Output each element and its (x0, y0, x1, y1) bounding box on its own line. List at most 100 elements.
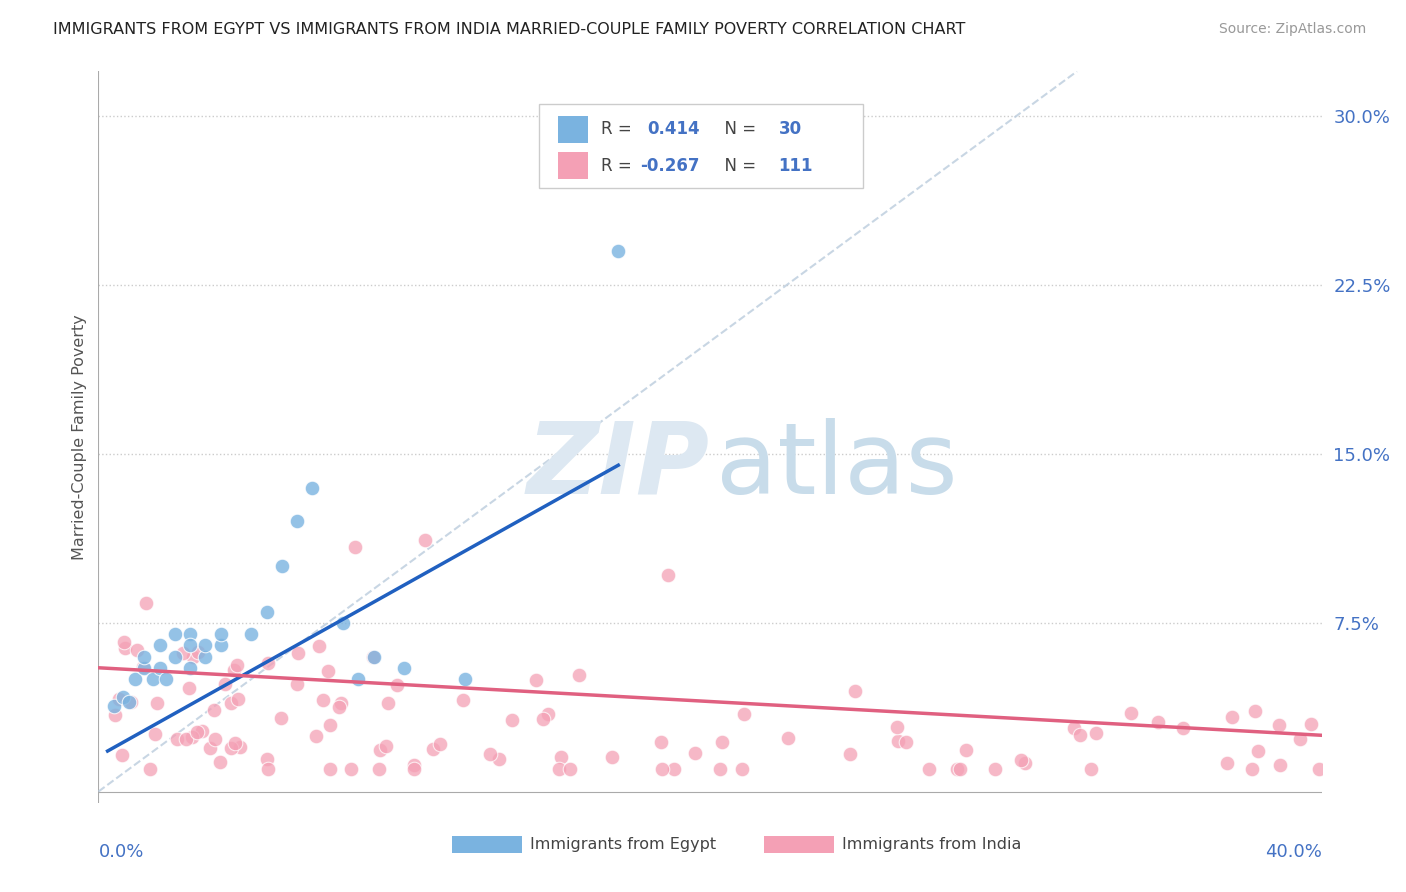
Point (209, 638, 232, 652)
Point (650, 735, 672, 749)
Point (179, 661, 201, 675)
Point (1173, 721, 1195, 735)
Point (413, 533, 436, 547)
Point (285, 677, 308, 691)
Point (194, 649, 217, 664)
Point (451, 693, 474, 707)
Point (125, 643, 148, 657)
Point (1288, 732, 1310, 747)
Point (1014, 756, 1036, 770)
Point (177, 681, 200, 695)
Text: 40.0%: 40.0% (1265, 843, 1322, 861)
Point (143, 727, 166, 741)
Point (984, 762, 1007, 776)
Point (896, 735, 918, 749)
Point (387, 678, 409, 692)
Point (946, 762, 969, 776)
Point (531, 712, 554, 726)
Text: IMMIGRANTS FROM EGYPT VS IMMIGRANTS FROM INDIA MARRIED-COUPLE FAMILY POVERTY COR: IMMIGRANTS FROM EGYPT VS IMMIGRANTS FROM… (53, 22, 966, 37)
Point (404, 757, 426, 772)
Point (1268, 718, 1291, 732)
Point (146, 696, 169, 710)
Point (429, 737, 451, 751)
Point (361, 650, 384, 665)
Point (104, 708, 127, 723)
FancyBboxPatch shape (558, 116, 588, 143)
Point (607, 244, 630, 259)
FancyBboxPatch shape (538, 104, 863, 188)
Point (163, 627, 186, 641)
Point (149, 661, 172, 675)
Point (368, 743, 391, 757)
Point (132, 660, 155, 674)
Text: R =: R = (602, 120, 637, 138)
Point (1080, 762, 1102, 776)
Point (1268, 757, 1291, 772)
Point (287, 646, 309, 660)
Point (155, 672, 177, 686)
FancyBboxPatch shape (451, 836, 522, 854)
Point (1010, 753, 1032, 767)
Point (318, 718, 340, 732)
Point (1244, 704, 1267, 718)
Text: Immigrants from India: Immigrants from India (842, 837, 1022, 852)
Point (194, 638, 217, 652)
FancyBboxPatch shape (763, 836, 834, 854)
Point (344, 540, 367, 554)
Point (1247, 743, 1270, 757)
Point (226, 692, 249, 706)
Point (202, 703, 225, 717)
Point (214, 676, 236, 690)
Point (329, 696, 352, 710)
Point (548, 762, 571, 776)
Text: 111: 111 (779, 156, 813, 175)
Point (257, 762, 280, 776)
Point (683, 747, 706, 761)
Point (111, 748, 134, 763)
Point (340, 762, 363, 776)
Point (422, 741, 444, 756)
Text: atlas: atlas (716, 417, 957, 515)
Point (402, 762, 425, 776)
Point (118, 694, 141, 708)
Point (209, 627, 232, 641)
Point (657, 568, 679, 582)
Point (187, 645, 209, 659)
Text: 30: 30 (779, 120, 801, 138)
Point (285, 515, 308, 529)
Point (664, 762, 686, 776)
Point (1241, 762, 1264, 776)
Point (332, 615, 354, 630)
Point (318, 665, 340, 679)
Point (600, 750, 623, 764)
Text: 0.0%: 0.0% (98, 843, 143, 861)
Text: N =: N = (714, 156, 761, 175)
Point (328, 699, 350, 714)
Point (257, 656, 280, 670)
FancyBboxPatch shape (558, 152, 588, 179)
Point (1085, 726, 1108, 740)
Point (776, 731, 799, 745)
Point (229, 739, 252, 754)
Point (179, 638, 201, 652)
Point (887, 734, 910, 748)
Point (454, 672, 477, 686)
Point (524, 673, 547, 688)
Point (1220, 710, 1243, 724)
Point (479, 747, 502, 761)
Point (651, 762, 673, 776)
Point (319, 762, 342, 776)
Text: -0.267: -0.267 (640, 156, 700, 175)
Point (1069, 728, 1091, 742)
Point (240, 627, 263, 641)
Point (731, 762, 754, 776)
Point (166, 731, 188, 746)
Text: N =: N = (714, 120, 761, 138)
Point (176, 731, 198, 746)
Point (560, 762, 582, 776)
Point (186, 725, 208, 739)
Point (256, 605, 278, 619)
Text: Source: ZipAtlas.com: Source: ZipAtlas.com (1219, 22, 1367, 37)
Point (270, 711, 292, 725)
Text: R =: R = (602, 156, 637, 175)
